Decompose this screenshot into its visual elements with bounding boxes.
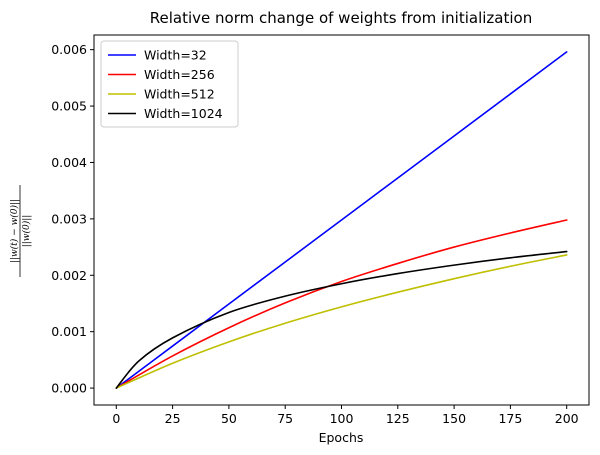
x-tick-label: 125 [386, 411, 410, 426]
y-axis-label: ||w(t) − w(0)|| ||w(0)|| [9, 185, 32, 277]
series-line-width-1024 [115, 250, 568, 389]
x-axis-label: Epochs [319, 430, 364, 445]
y-tick-label: 0.002 [51, 268, 87, 283]
x-tick-label: 0 [112, 411, 120, 426]
series-line-width-32 [115, 51, 568, 389]
series-line-width-256 [115, 219, 568, 389]
y-tick-label: 0.005 [51, 99, 87, 114]
series-lines [115, 51, 568, 389]
x-tick-label: 75 [277, 411, 293, 426]
x-tick-label: 200 [555, 411, 579, 426]
plot-frame [93, 34, 590, 406]
legend-label-width-512: Width=512 [144, 87, 215, 102]
y-axis-label-denominator: ||w(0)|| [21, 215, 32, 248]
chart-title: Relative norm change of weights from ini… [150, 9, 532, 27]
legend-label-width-1024: Width=1024 [144, 106, 223, 121]
x-tick-label: 150 [442, 411, 466, 426]
legend: Width=32 Width=256 Width=512 Width=1024 [100, 40, 239, 128]
legend-box [100, 40, 239, 128]
series-line-width-512 [115, 254, 568, 389]
y-axis-label-numerator: ||w(t) − w(0)|| [9, 199, 20, 263]
y-tick-label: 0.003 [51, 211, 87, 226]
axis-ticks: 0 25 50 75 100 125 150 175 200 0.000 0.001 0.002 0.0… [51, 42, 578, 426]
y-tick-label: 0.000 [51, 381, 87, 396]
legend-label-width-32: Width=32 [144, 48, 207, 63]
y-tick-label: 0.004 [51, 155, 87, 170]
x-tick-label: 175 [498, 411, 522, 426]
y-tick-label: 0.001 [51, 324, 87, 339]
x-tick-label: 25 [165, 411, 181, 426]
y-tick-label: 0.006 [51, 42, 87, 57]
x-tick-label: 50 [221, 411, 237, 426]
x-tick-label: 100 [330, 411, 354, 426]
legend-label-width-256: Width=256 [144, 67, 215, 82]
